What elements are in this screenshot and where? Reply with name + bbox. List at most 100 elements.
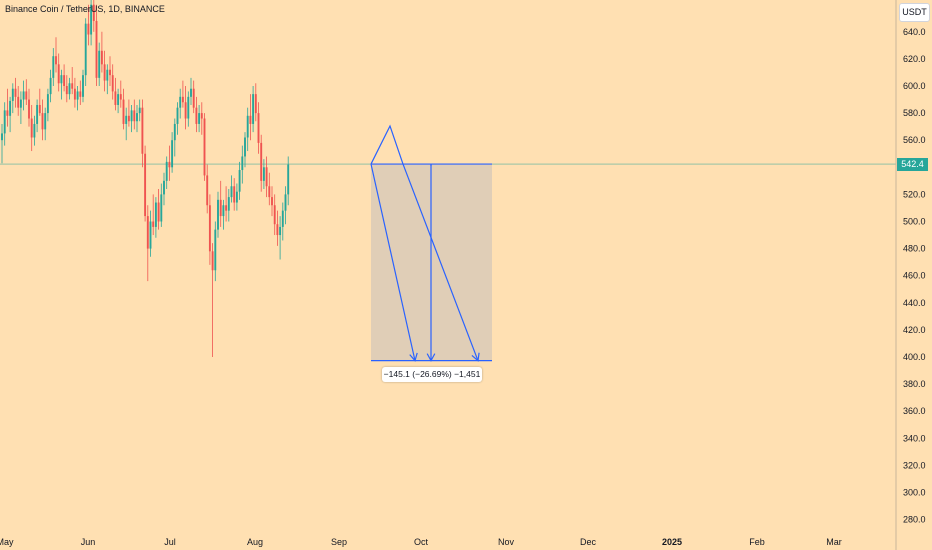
candle-body bbox=[222, 205, 225, 217]
candle-body bbox=[279, 226, 282, 236]
candle bbox=[125, 107, 128, 141]
candle bbox=[165, 156, 168, 189]
candle-body bbox=[1, 133, 3, 141]
candle bbox=[279, 216, 282, 260]
time-tick-label: Oct bbox=[414, 537, 429, 547]
candle bbox=[25, 79, 28, 105]
candle bbox=[262, 159, 265, 189]
candle-body bbox=[19, 99, 22, 108]
candle-body bbox=[219, 199, 222, 217]
price-tick-label: 580.0 bbox=[903, 108, 926, 118]
projection-arrow bbox=[370, 163, 418, 362]
price-tick-label: 620.0 bbox=[903, 54, 926, 64]
candle-body bbox=[52, 56, 55, 78]
candle-body bbox=[163, 180, 165, 195]
candle-body bbox=[276, 224, 279, 236]
candle bbox=[181, 80, 184, 108]
candle bbox=[100, 31, 103, 73]
candle bbox=[114, 77, 117, 111]
candle bbox=[3, 102, 6, 146]
candle-body bbox=[65, 86, 68, 95]
candle bbox=[68, 77, 71, 100]
candle-body bbox=[41, 113, 44, 130]
price-tick-label: 560.0 bbox=[903, 135, 926, 145]
price-tick-label: 420.0 bbox=[903, 325, 926, 335]
candle-body bbox=[244, 137, 246, 157]
candle-body bbox=[63, 75, 66, 86]
candle bbox=[63, 64, 66, 92]
candle bbox=[11, 83, 14, 114]
price-tick-label: 600.0 bbox=[903, 81, 926, 91]
price-tick-label: 340.0 bbox=[903, 433, 926, 443]
candle bbox=[60, 69, 63, 100]
candle-body bbox=[257, 113, 260, 143]
candle-body bbox=[6, 110, 9, 116]
candle-body bbox=[30, 118, 33, 138]
candle bbox=[252, 86, 255, 133]
time-axis[interactable]: May Jun Jul Aug Sep Oct Nov Dec 2025 Feb Mar bbox=[0, 537, 842, 547]
candle bbox=[276, 210, 279, 246]
candle bbox=[52, 48, 55, 86]
candle bbox=[227, 188, 230, 222]
candle bbox=[103, 50, 106, 92]
candle bbox=[203, 113, 206, 181]
candle-body bbox=[100, 50, 103, 65]
candle-body bbox=[214, 229, 217, 271]
candle-body bbox=[114, 91, 117, 105]
candle-body bbox=[225, 205, 228, 211]
candle-body bbox=[130, 110, 133, 122]
time-tick-label: Jun bbox=[81, 537, 96, 547]
candle-body bbox=[109, 69, 111, 76]
candle bbox=[271, 186, 273, 217]
candle-body bbox=[211, 251, 214, 271]
candle bbox=[238, 161, 241, 200]
candle-body bbox=[133, 110, 136, 122]
candle-body bbox=[227, 197, 230, 211]
candle-body bbox=[84, 23, 87, 76]
candle bbox=[187, 91, 190, 127]
time-tick-label: 2025 bbox=[662, 537, 682, 547]
candle bbox=[195, 96, 198, 133]
candle-body bbox=[254, 94, 257, 114]
candle bbox=[149, 210, 152, 257]
candle bbox=[233, 178, 236, 211]
candle bbox=[244, 132, 246, 168]
candle-body bbox=[28, 99, 30, 119]
candle-body bbox=[3, 110, 6, 134]
candle bbox=[265, 156, 268, 198]
candle-body bbox=[36, 104, 39, 124]
candle-body bbox=[230, 186, 233, 198]
candle bbox=[249, 94, 252, 141]
candle-body bbox=[192, 88, 195, 108]
price-axis[interactable]: 280.0 300.0 320.0 340.0 360.0 380.0 400.0 420.0… bbox=[903, 27, 926, 525]
candle bbox=[9, 96, 12, 133]
candle-body bbox=[249, 115, 252, 124]
candle-body bbox=[146, 216, 149, 249]
measure-label: −145.1 (−26.69%) −1,451 bbox=[382, 367, 482, 382]
candle-body bbox=[103, 64, 106, 81]
candle-body bbox=[187, 96, 190, 119]
candle-body bbox=[117, 94, 120, 105]
price-tick-label: 480.0 bbox=[903, 244, 926, 254]
candle-body bbox=[206, 175, 209, 206]
currency-button[interactable]: USDT bbox=[899, 3, 930, 22]
candle bbox=[287, 156, 290, 206]
price-tick-label: 440.0 bbox=[903, 298, 926, 308]
candle-body bbox=[49, 77, 52, 95]
time-tick-label: Aug bbox=[247, 537, 263, 547]
candle bbox=[144, 145, 147, 222]
candle-body bbox=[119, 94, 122, 100]
candle-body bbox=[106, 69, 109, 81]
arrow-shaft bbox=[402, 163, 479, 361]
candle bbox=[173, 118, 176, 157]
price-tick-label: 300.0 bbox=[903, 488, 926, 498]
time-tick-label: Feb bbox=[749, 537, 765, 547]
candle bbox=[206, 164, 209, 214]
candle bbox=[76, 86, 79, 111]
candle-body bbox=[22, 91, 25, 100]
candle-body bbox=[246, 115, 249, 138]
drawing-tools[interactable] bbox=[370, 124, 492, 362]
candle bbox=[136, 104, 138, 133]
candle-body bbox=[171, 140, 174, 168]
